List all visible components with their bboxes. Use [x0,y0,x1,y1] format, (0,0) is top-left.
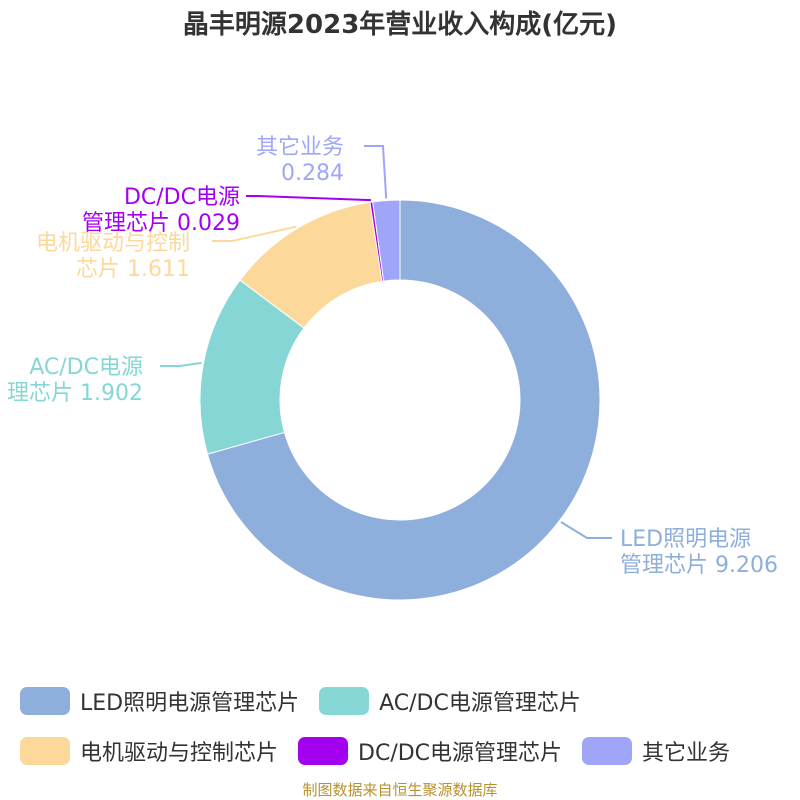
legend-swatch [582,737,633,765]
slice-label-5-line-1: 其它业务 [256,135,344,160]
legend-label: AC/DC电源管理芯片 [379,691,581,716]
legend-item-2[interactable]: AC/DC电源管理芯片 [319,685,581,717]
callout-line-2 [160,361,202,367]
slice-label-3-line-1: 电机驱动与控制 [36,231,190,256]
slice-label-1-line-2: 管理芯片 9.206 [620,553,778,578]
slice-label-2-line-2: 理芯片 1.902 [7,381,143,406]
callout-line-3 [212,225,297,242]
callout-line-5 [364,145,388,199]
legend-swatch [20,737,70,765]
slice-label-4-line-1: DC/DC电源 [124,185,240,210]
slice-label-3-line-2: 芯片 1.611 [76,257,190,282]
legend-label: DC/DC电源管理芯片 [358,741,563,766]
legend-label: 其它业务 [642,741,731,766]
slice-5[interactable] [372,199,401,282]
slices-group [199,199,601,601]
callout-line-1 [560,521,612,539]
source-note: 制图数据来自恒生聚源数据库 [302,781,498,799]
callout-line-4 [246,195,372,202]
legend-item-1[interactable]: LED照明电源管理芯片 [20,685,299,717]
legend-swatch [20,687,70,715]
legend-swatch [319,687,370,715]
slice-label-4-line-2: 管理芯片 0.029 [82,211,240,236]
legend-swatch [298,737,349,765]
legend-item-5[interactable]: 其它业务 [582,735,730,767]
legend-label: LED照明电源管理芯片 [80,691,300,716]
legend-item-4[interactable]: DC/DC电源管理芯片 [298,735,562,767]
legend-item-3[interactable]: 电机驱动与控制芯片 [20,735,278,767]
legend-label: 电机驱动与控制芯片 [80,741,279,766]
slice-label-5-line-2: 0.284 [281,161,344,186]
slice-label-2-line-1: AC/DC电源 [29,355,143,380]
slice-1[interactable] [206,199,601,601]
legend: LED照明电源管理芯片 AC/DC电源管理芯片电机驱动与控制芯片 DC/DC电源管理… [20,685,790,767]
slice-label-1-line-1: LED照明电源 [620,527,751,552]
chart-title: 晶丰明源2023年营业收入构成(亿元) [182,10,618,40]
